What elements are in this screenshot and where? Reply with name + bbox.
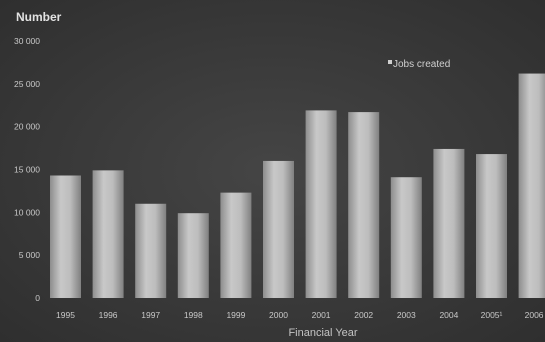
x-tick-label: 2005¹ <box>481 310 503 320</box>
x-tick-label: 1996 <box>99 310 118 320</box>
x-axis: 1995 1996 1997 1998 1999 2000 2001 2002 2003 2004… <box>56 310 544 320</box>
bar-2004 <box>433 148 465 298</box>
bar-2003 <box>390 177 422 298</box>
y-tick-label: 20 000 <box>14 122 40 132</box>
x-tick-label: 2002 <box>354 310 373 320</box>
x-tick-label: 1997 <box>141 310 160 320</box>
y-tick-label: 25 000 <box>14 79 40 89</box>
x-tick-label: 2003 <box>397 310 416 320</box>
x-tick-label: 2000 <box>269 310 288 320</box>
y-tick-label: 5 000 <box>19 250 41 260</box>
x-axis-title: Financial Year <box>288 327 357 339</box>
x-tick-label: 1995 <box>56 310 75 320</box>
bar-2005 <box>476 154 507 298</box>
bar-1996 <box>92 170 124 298</box>
bar-2006 <box>518 73 545 298</box>
legend: Jobs created <box>388 59 450 70</box>
bars-group <box>50 73 545 298</box>
x-tick-label: 2006 <box>525 310 544 320</box>
y-tick-label: 15 000 <box>14 165 40 175</box>
bar-1997 <box>135 203 167 298</box>
x-tick-label: 1998 <box>184 310 203 320</box>
y-tick-label: 30 000 <box>14 36 40 46</box>
legend-swatch <box>388 60 392 64</box>
bar-1999 <box>220 192 252 298</box>
y-axis: 0 5 000 10 000 15 000 20 000 25 000 30 000 <box>14 36 40 303</box>
x-tick-label: 2004 <box>439 310 458 320</box>
bar-1995 <box>50 175 81 298</box>
y-tick-label: 0 <box>35 293 40 303</box>
bar-2001 <box>305 110 337 298</box>
y-tick-label: 10 000 <box>14 207 40 217</box>
bar-1998 <box>177 213 209 298</box>
x-tick-label: 1999 <box>226 310 245 320</box>
legend-label: Jobs created <box>393 59 450 70</box>
y-axis-title: Number <box>16 10 62 24</box>
bar-2002 <box>348 112 380 298</box>
x-tick-label: 2001 <box>312 310 331 320</box>
bar-2000 <box>263 160 294 298</box>
